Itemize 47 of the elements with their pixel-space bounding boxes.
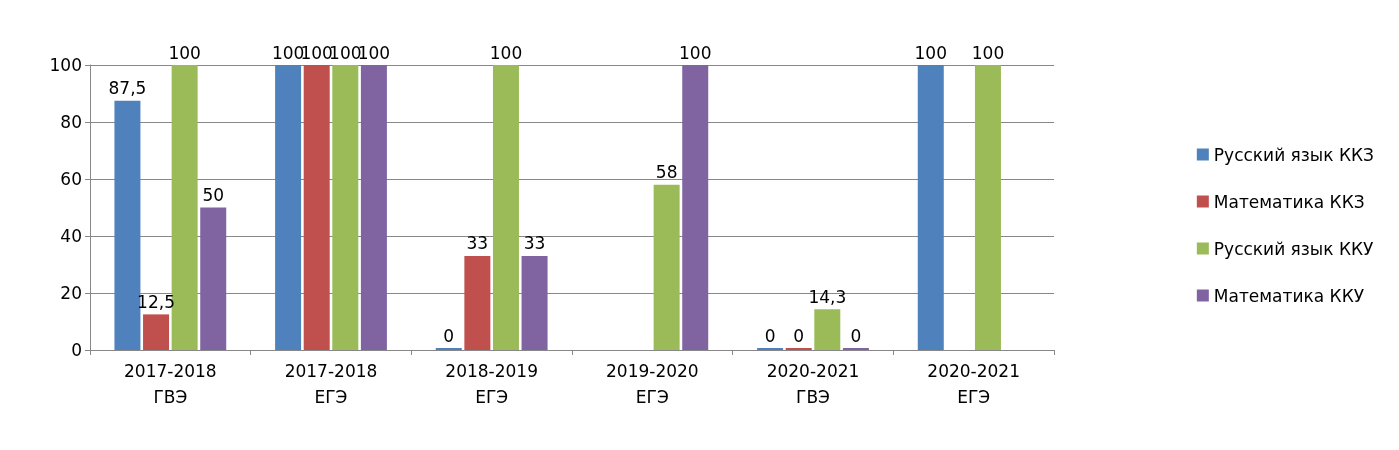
data-label: 100 [271, 42, 305, 63]
y-tick-label: 80 [60, 112, 82, 132]
data-label: 50 [202, 185, 225, 205]
y-tick-label: 40 [60, 226, 82, 246]
bar [492, 65, 519, 350]
y-tick-label: 0 [71, 340, 82, 360]
bar [143, 314, 170, 350]
data-label: 0 [850, 325, 862, 346]
data-label: 100 [971, 42, 1005, 63]
y-tick-label: 100 [49, 55, 82, 75]
y-tick-label: 20 [60, 283, 82, 303]
bar [682, 65, 709, 350]
bar [814, 309, 841, 350]
bar [275, 65, 302, 350]
data-label: 58 [655, 162, 678, 183]
x-tick-label: 2020-2021 ЕГЭ [927, 361, 1020, 407]
y-tick-label: 60 [60, 169, 82, 189]
bar [360, 65, 387, 350]
legend-label: Русский язык ККУ [1213, 238, 1375, 259]
legend-label: Русский язык ККЗ [1213, 144, 1374, 165]
x-tick-label: 2020-2021 ГВЭ [766, 361, 860, 407]
data-label: 0 [443, 325, 455, 346]
bar [114, 100, 141, 350]
legend-label: Математика ККУ [1213, 285, 1365, 306]
bar [200, 207, 227, 350]
bar [332, 65, 359, 350]
legend-label: Математика ККЗ [1213, 191, 1365, 212]
bar [521, 255, 548, 350]
x-tick-label: 2017-2018 ЕГЭ [284, 361, 378, 407]
data-label: 0 [793, 325, 805, 346]
bar [653, 184, 680, 350]
data-label: 33 [466, 233, 489, 254]
x-tick-label: 2018-2019 ЕГЭ [445, 361, 538, 407]
x-tick-label: 2017-2018 ГВЭ [124, 361, 217, 407]
data-label: 33 [523, 233, 546, 254]
data-label: 100 [489, 42, 523, 63]
data-label: 100 [168, 42, 201, 63]
bar [303, 65, 330, 350]
bar [464, 255, 491, 350]
x-tick-label: 2019-2020 ЕГЭ [606, 361, 699, 407]
bar [917, 65, 944, 350]
data-label: 87,5 [108, 78, 147, 99]
data-label: 0 [764, 325, 776, 346]
data-label: 14,3 [808, 286, 847, 307]
data-label: 100 [914, 42, 947, 63]
data-label: 100 [679, 42, 712, 63]
bar [974, 65, 1001, 350]
